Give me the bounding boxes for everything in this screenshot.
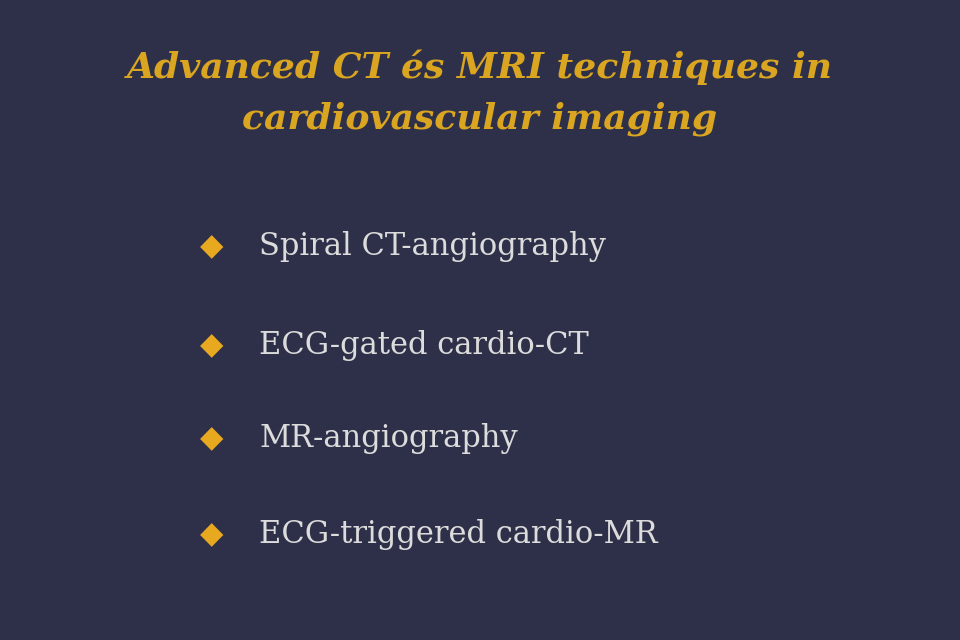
Text: ◆: ◆	[200, 232, 223, 261]
Text: ECG-gated cardio-CT: ECG-gated cardio-CT	[259, 330, 588, 361]
Text: MR-angiography: MR-angiography	[259, 423, 518, 454]
Text: Spiral CT-angiography: Spiral CT-angiography	[259, 231, 606, 262]
Text: ◆: ◆	[200, 424, 223, 453]
Text: ECG-triggered cardio-MR: ECG-triggered cardio-MR	[259, 519, 658, 550]
Text: ◆: ◆	[200, 331, 223, 360]
Text: ◆: ◆	[200, 520, 223, 549]
Text: Advanced CT és MRI techniques in
cardiovascular imaging: Advanced CT és MRI techniques in cardiov…	[127, 50, 833, 136]
